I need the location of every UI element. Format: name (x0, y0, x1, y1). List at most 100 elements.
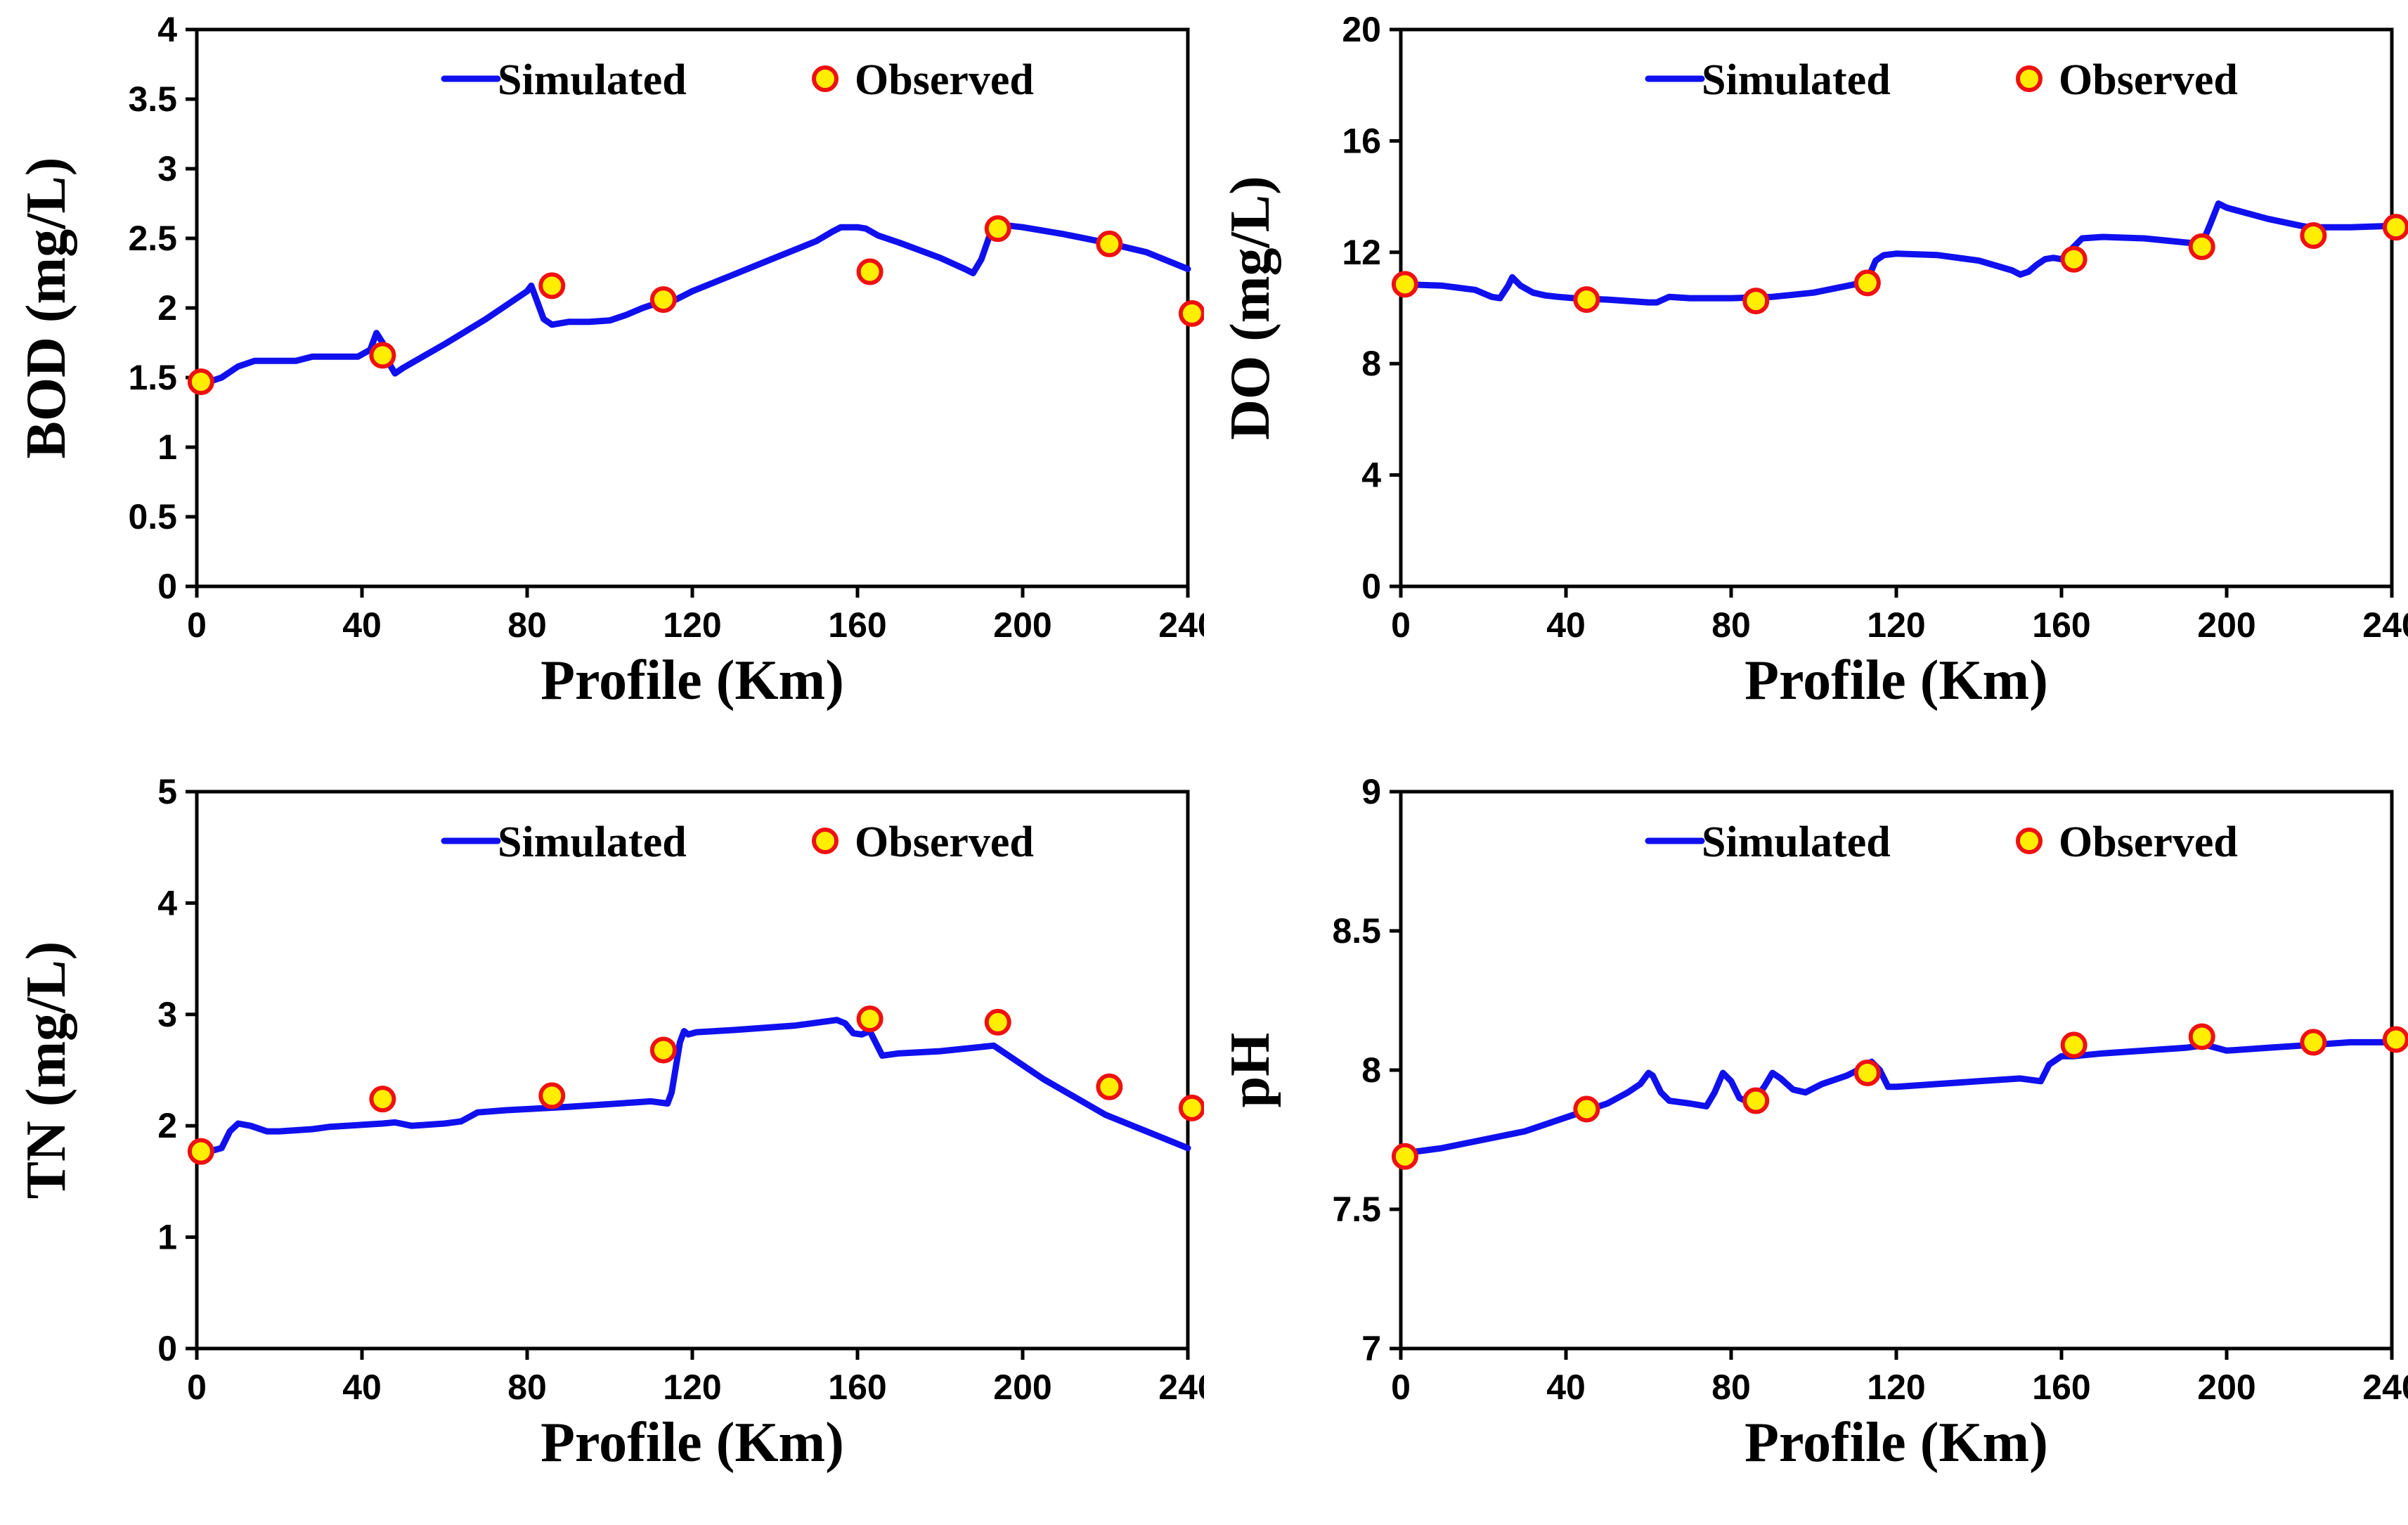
bod-observed-point (1178, 300, 1204, 327)
ph-observed-point (1573, 1095, 1600, 1123)
do-y-axis-title: DO (mg/L) (1219, 176, 1281, 440)
tn-observed-point (649, 1036, 677, 1064)
tn-legend-observed-label: Observed (855, 818, 1034, 866)
tn-y-tick-label: 4 (157, 883, 177, 922)
tn-observed-point (1178, 1094, 1204, 1121)
tn-x-tick-label: 160 (828, 1368, 886, 1407)
tn-observed-point (984, 1008, 1011, 1036)
do-chart-panel: 04812162004080120160200240Profile (Km)DO… (1204, 0, 2408, 762)
bod-x-tick-label: 160 (828, 605, 886, 645)
ph-x-tick-label: 240 (2362, 1368, 2408, 1407)
do-observed-point (1853, 269, 1881, 297)
bod-y-axis-title: BOD (mg/L) (15, 157, 77, 459)
do-legend-marker-swatch (2016, 65, 2043, 92)
tn-y-tick-label: 2 (157, 1106, 177, 1145)
do-x-tick-label: 80 (1711, 605, 1751, 645)
tn-observed-point (1096, 1073, 1123, 1100)
do-observed-point (2060, 245, 2087, 273)
tn-observed-point (856, 1005, 883, 1033)
ph-observed-point (1742, 1087, 1770, 1114)
tn-y-tick-label: 5 (157, 772, 177, 811)
bod-legend-observed-label: Observed (855, 56, 1034, 104)
tn-legend-marker-swatch (812, 828, 839, 854)
do-x-tick-label: 200 (2197, 605, 2255, 645)
ph-legend-simulated-label: Simulated (1702, 818, 1891, 866)
tn-x-axis-title: Profile (Km) (540, 1412, 844, 1474)
bod-y-tick-label: 0 (157, 567, 177, 606)
bod-y-tick-label: 0.5 (128, 497, 177, 536)
do-y-tick-label: 4 (1361, 456, 1381, 495)
do-simulated-line (1397, 200, 2395, 306)
bod-x-tick-label: 80 (507, 605, 547, 645)
bod-observed-point (538, 272, 566, 300)
do-x-tick-label: 240 (2362, 605, 2408, 645)
bod-y-tick-label: 3 (157, 149, 177, 188)
bod-legend-marker-swatch (812, 65, 839, 92)
do-x-tick-label: 40 (1546, 605, 1586, 645)
bod-chart-svg: 00.511.522.533.5404080120160200240Profil… (15, 10, 1204, 712)
tn-x-tick-label: 80 (507, 1368, 547, 1407)
ph-x-tick-label: 40 (1546, 1368, 1586, 1407)
bod-observed-point (187, 368, 214, 395)
ph-x-tick-label: 160 (2032, 1368, 2090, 1407)
tn-observed-point (187, 1138, 214, 1165)
bod-chart-panel: 00.511.522.533.5404080120160200240Profil… (0, 0, 1204, 762)
tn-observed-point (369, 1086, 396, 1113)
ph-chart-svg: 7 7.5 8 8.5 9 0 40 80 120 160 200 240 Profile (Km) pH… (1219, 772, 2408, 1474)
ph-y-tick-label: 7.5 (1332, 1190, 1381, 1229)
do-x-tick-label: 160 (2032, 605, 2090, 645)
do-observed-point (2382, 214, 2408, 241)
ph-observed-point (1391, 1143, 1418, 1170)
do-observed-point (1742, 288, 1770, 315)
do-y-tick-label: 8 (1361, 344, 1381, 383)
ph-observed-point (2060, 1031, 2087, 1059)
do-legend-simulated-label: Simulated (1702, 56, 1891, 104)
ph-x-tick-label: 80 (1711, 1368, 1751, 1407)
tn-observed-point (538, 1082, 566, 1109)
tn-x-tick-label: 120 (663, 1368, 721, 1407)
bod-x-tick-label: 120 (663, 605, 721, 645)
bod-observed-point (369, 342, 396, 369)
bod-x-tick-label: 40 (342, 605, 382, 645)
tn-y-tick-label: 1 (157, 1218, 177, 1257)
bod-simulated-line (193, 221, 1191, 385)
bod-x-tick-label: 0 (187, 605, 207, 645)
tn-chart-panel: 0 1 2 3 4 5 0 40 80 120 160 200 240 Profile (Km) TN (m… (0, 762, 1204, 1524)
bod-x-axis-title: Profile (Km) (540, 650, 844, 712)
ph-y-axis-title: pH (1219, 1033, 1281, 1108)
tn-simulated-line (193, 1017, 1191, 1155)
do-observed-point (1391, 271, 1418, 298)
ph-observed-point (2188, 1023, 2215, 1050)
ph-observed-point (2300, 1029, 2327, 1056)
bod-y-tick-label: 2.5 (128, 219, 177, 258)
ph-observed-point (2382, 1026, 2408, 1053)
ph-x-axis-title: Profile (Km) (1744, 1412, 2048, 1474)
ph-legend-marker-swatch (2016, 828, 2043, 854)
ph-y-tick-label: 9 (1361, 772, 1381, 811)
ph-observed-point (1853, 1059, 1881, 1086)
do-chart-svg: 04812162004080120160200240Profile (Km)DO… (1219, 10, 2408, 712)
ph-plot-frame (1399, 790, 2394, 1351)
do-y-tick-label: 12 (1342, 233, 1381, 272)
ph-y-tick-label: 8 (1361, 1050, 1381, 1090)
tn-x-tick-label: 0 (187, 1368, 207, 1407)
tn-chart-svg: 0 1 2 3 4 5 0 40 80 120 160 200 240 Profile (Km) TN (m… (15, 772, 1204, 1474)
do-x-tick-label: 120 (1867, 605, 1925, 645)
tn-legend-simulated-label: Simulated (498, 818, 687, 866)
bod-observed-point (649, 286, 677, 314)
ph-legend-observed-label: Observed (2059, 818, 2238, 866)
ph-y-tick-label: 7 (1361, 1329, 1381, 1368)
bod-legend-simulated-label: Simulated (498, 56, 687, 104)
tn-x-tick-label: 40 (342, 1368, 382, 1407)
do-y-tick-label: 0 (1361, 567, 1381, 606)
bod-y-tick-label: 2 (157, 288, 177, 328)
bod-observed-point (984, 215, 1011, 243)
ph-y-tick-label: 8.5 (1332, 911, 1381, 951)
tn-plot-frame (195, 790, 1190, 1351)
do-y-tick-label: 20 (1342, 10, 1381, 49)
tn-y-axis-title: TN (mg/L) (15, 941, 77, 1199)
bod-y-tick-label: 1 (157, 427, 177, 467)
ph-x-tick-label: 120 (1867, 1368, 1925, 1407)
tn-x-tick-label: 200 (993, 1368, 1051, 1407)
bod-observed-point (856, 258, 883, 285)
